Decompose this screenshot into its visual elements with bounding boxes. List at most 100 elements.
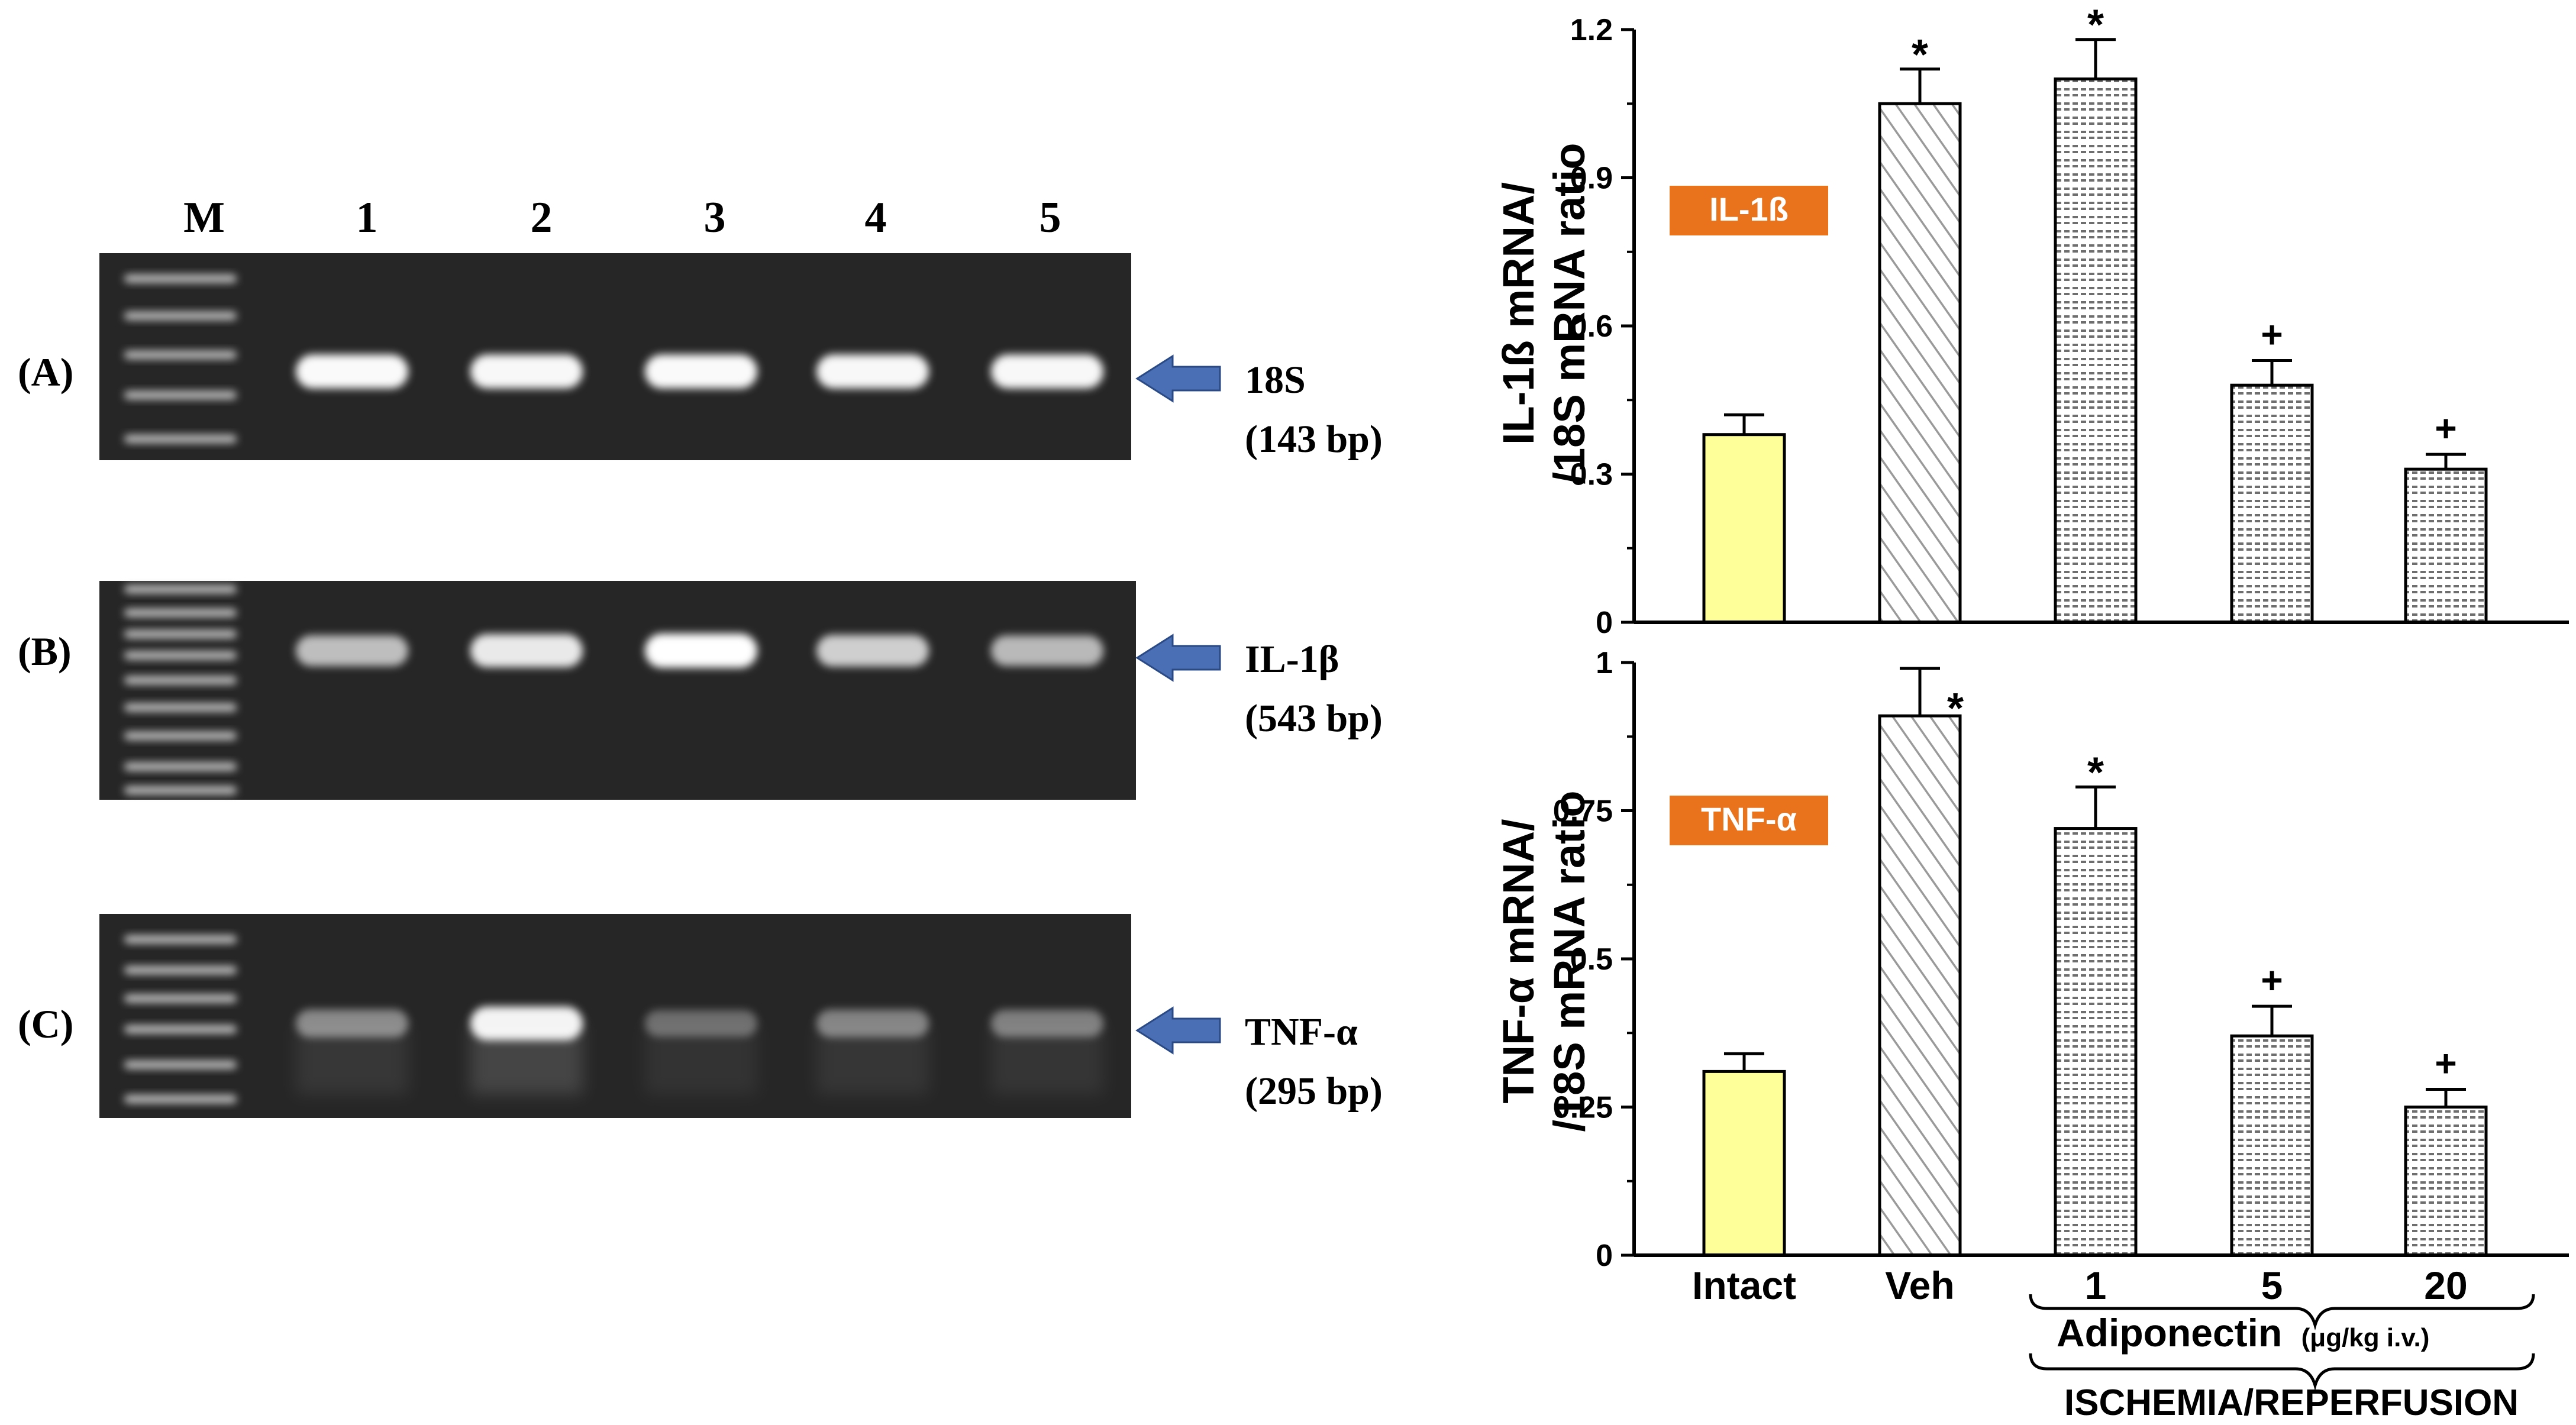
il1b-y-axis-label-line2: /18S mRNA ratio: [1545, 143, 1594, 484]
x-label-5: 5: [2261, 1264, 2283, 1307]
marker-band: [124, 935, 237, 943]
tnfa-tag-text: TNF-α: [1701, 800, 1797, 838]
il1b-bars: * * + +: [1702, 2, 2488, 624]
tnfa-bar-1: [2054, 827, 2138, 1257]
gel-band-18s-lane-2: [470, 354, 583, 389]
lane-label-5: 5: [1040, 193, 1061, 242]
tnfa-y-tick-label: 0: [1596, 1239, 1613, 1273]
gel-band-il1-lane-2: [470, 634, 583, 667]
gel-band-il1-lane-4: [816, 635, 929, 667]
gene-label-18s: 18S: [1245, 358, 1306, 402]
gene-label-il1: IL-1β: [1245, 638, 1339, 681]
gel-band-tnf-lane-3: [645, 1010, 757, 1037]
gel-band-tnf-lane-5: [991, 1010, 1103, 1037]
marker-band: [124, 732, 237, 740]
tnfa-y-tick-label: 0.5: [1570, 942, 1613, 977]
tnfa-bar-20: [2404, 1106, 2488, 1257]
il1b-bar-veh: [1878, 102, 1962, 624]
il1b-axes: [1632, 30, 2569, 624]
il1b-y-ticks: 0 0.3 0.6 0.9 1.2: [1570, 13, 1634, 640]
tnfa-y-ticks: 0 0.25 0.5 0.75 1: [1553, 646, 1634, 1273]
tnfa-significance-mark-20: +: [2435, 1042, 2456, 1084]
marker-band: [124, 966, 237, 974]
x-axis-category-labels: Intact Veh 1 5 20: [1692, 1264, 2468, 1307]
marker-band: [124, 651, 237, 660]
ischemia-brace: [2029, 1353, 2535, 1391]
amplicon-size-18s: (143 bp): [1245, 418, 1383, 461]
il1b-y-axis-label-line1: IL-1ß mRNA/: [1494, 182, 1543, 445]
il1b-bar-intact: [1702, 433, 1786, 624]
marker-band: [124, 703, 237, 712]
tnfa-bar-intact: [1702, 1069, 1786, 1257]
panel-label-a: (A): [18, 350, 73, 395]
tnfa-bar-5: [2230, 1034, 2314, 1257]
marker-band: [124, 676, 237, 684]
arrow-icon: [1135, 1006, 1221, 1055]
tnfa-significance-mark-veh: *: [1947, 685, 1964, 732]
gel-panel-a: (A) 18S (143 bp): [18, 253, 1383, 461]
gel-band-18s-lane-3: [645, 354, 757, 389]
marker-band: [124, 786, 237, 794]
marker-band: [124, 312, 237, 320]
marker-band: [124, 351, 237, 359]
tnfa-bars: * * + +: [1702, 667, 2488, 1257]
gel-image-il1: [99, 581, 1136, 800]
ischemia-reperfusion-text: ISCHEMIA/REPERFUSION: [2064, 1382, 2519, 1423]
amplicon-size-il1: (543 bp): [1245, 697, 1383, 740]
marker-band: [124, 762, 237, 771]
marker-band: [124, 1061, 237, 1069]
gel-panels: (A) 18S (143 bp) (B) IL-1β (543 bp) (C) TNF-α (2…: [18, 253, 1383, 1118]
lane-label-2: 2: [531, 193, 553, 242]
arrow-icon: [1135, 634, 1221, 682]
adiponectin-text: Adiponectin (μg/kg i.v.): [2057, 1311, 2429, 1355]
tnfa-axes: [1632, 663, 2569, 1257]
marker-band: [124, 435, 237, 443]
il1b-bar-5: [2230, 383, 2314, 624]
il1b-bar-chart: IL-1ß mRNA/ /18S mRNA ratio IL-1ß 0 0.3 0.…: [1494, 2, 2569, 640]
tnfa-bar-chart: TNF-α mRNA/ /18S mRNA ratio TNF-α 00.250…: [1494, 646, 2569, 1273]
tnfa-significance-mark-1: *: [2087, 749, 2104, 796]
gel-band-18s-lane-5: [991, 354, 1103, 389]
panel-label-b: (B): [18, 629, 72, 674]
x-label-1: 1: [2085, 1264, 2107, 1307]
marker-band: [124, 994, 237, 1003]
il1b-significance-mark-20: +: [2435, 407, 2456, 450]
x-label-veh: Veh: [1885, 1264, 1954, 1307]
gel-band-tnf-lane-1: [296, 1009, 408, 1038]
panel-label-c: (C): [18, 1001, 73, 1046]
il1b-significance-mark-5: +: [2261, 313, 2283, 356]
tnfa-y-axis-label-line2: /18S mRNA ratio: [1545, 790, 1594, 1132]
il1b-tag: IL-1ß: [1670, 186, 1828, 235]
tnfa-y-tick-label: 1: [1596, 646, 1613, 680]
gene-label-tnf: TNF-α: [1245, 1010, 1358, 1054]
x-label-20: 20: [2424, 1264, 2467, 1307]
adiponectin-brace: [2029, 1294, 2535, 1331]
gel-band-tnf-lane-4: [816, 1009, 929, 1038]
tnfa-y-tick-label: 0.75: [1553, 794, 1613, 829]
gel-image-tnf: [99, 914, 1131, 1118]
lane-labels: M 1 2 3 4 5: [183, 193, 1061, 242]
il1b-bar-20: [2404, 467, 2488, 624]
marker-band: [124, 609, 237, 617]
gel-band-tnf-lane-2: [470, 1006, 583, 1041]
adiponectin-group-label: Adiponectin (μg/kg i.v.) ISCHEMIA/REPERF…: [2029, 1294, 2535, 1423]
lane-label-3: 3: [704, 193, 726, 242]
tnfa-significance-mark-5: +: [2261, 959, 2283, 1001]
marker-band: [124, 391, 237, 399]
il1b-tag-text: IL-1ß: [1709, 190, 1789, 228]
gel-section: M 1 2 3 4 5 (A) 18S (143 bp) (B) IL-1β (543 bp) (C)…: [18, 193, 1383, 1118]
lane-label-4: 4: [865, 193, 887, 242]
marker-band: [124, 630, 237, 638]
tnfa-y-axis-label-line1: TNF-α mRNA/: [1494, 819, 1543, 1103]
gel-band-il1-lane-1: [296, 635, 408, 666]
il1b-significance-mark-1: *: [2087, 2, 2104, 49]
tnfa-bar-veh: [1878, 714, 1962, 1257]
lane-label-1: 1: [356, 193, 378, 242]
marker-band: [124, 274, 237, 283]
tnfa-tag: TNF-α: [1670, 796, 1828, 845]
gel-image-18s: [99, 253, 1131, 460]
il1b-bar-1: [2054, 77, 2138, 624]
x-label-intact: Intact: [1692, 1264, 1796, 1307]
amplicon-size-tnf: (295 bp): [1245, 1069, 1383, 1113]
